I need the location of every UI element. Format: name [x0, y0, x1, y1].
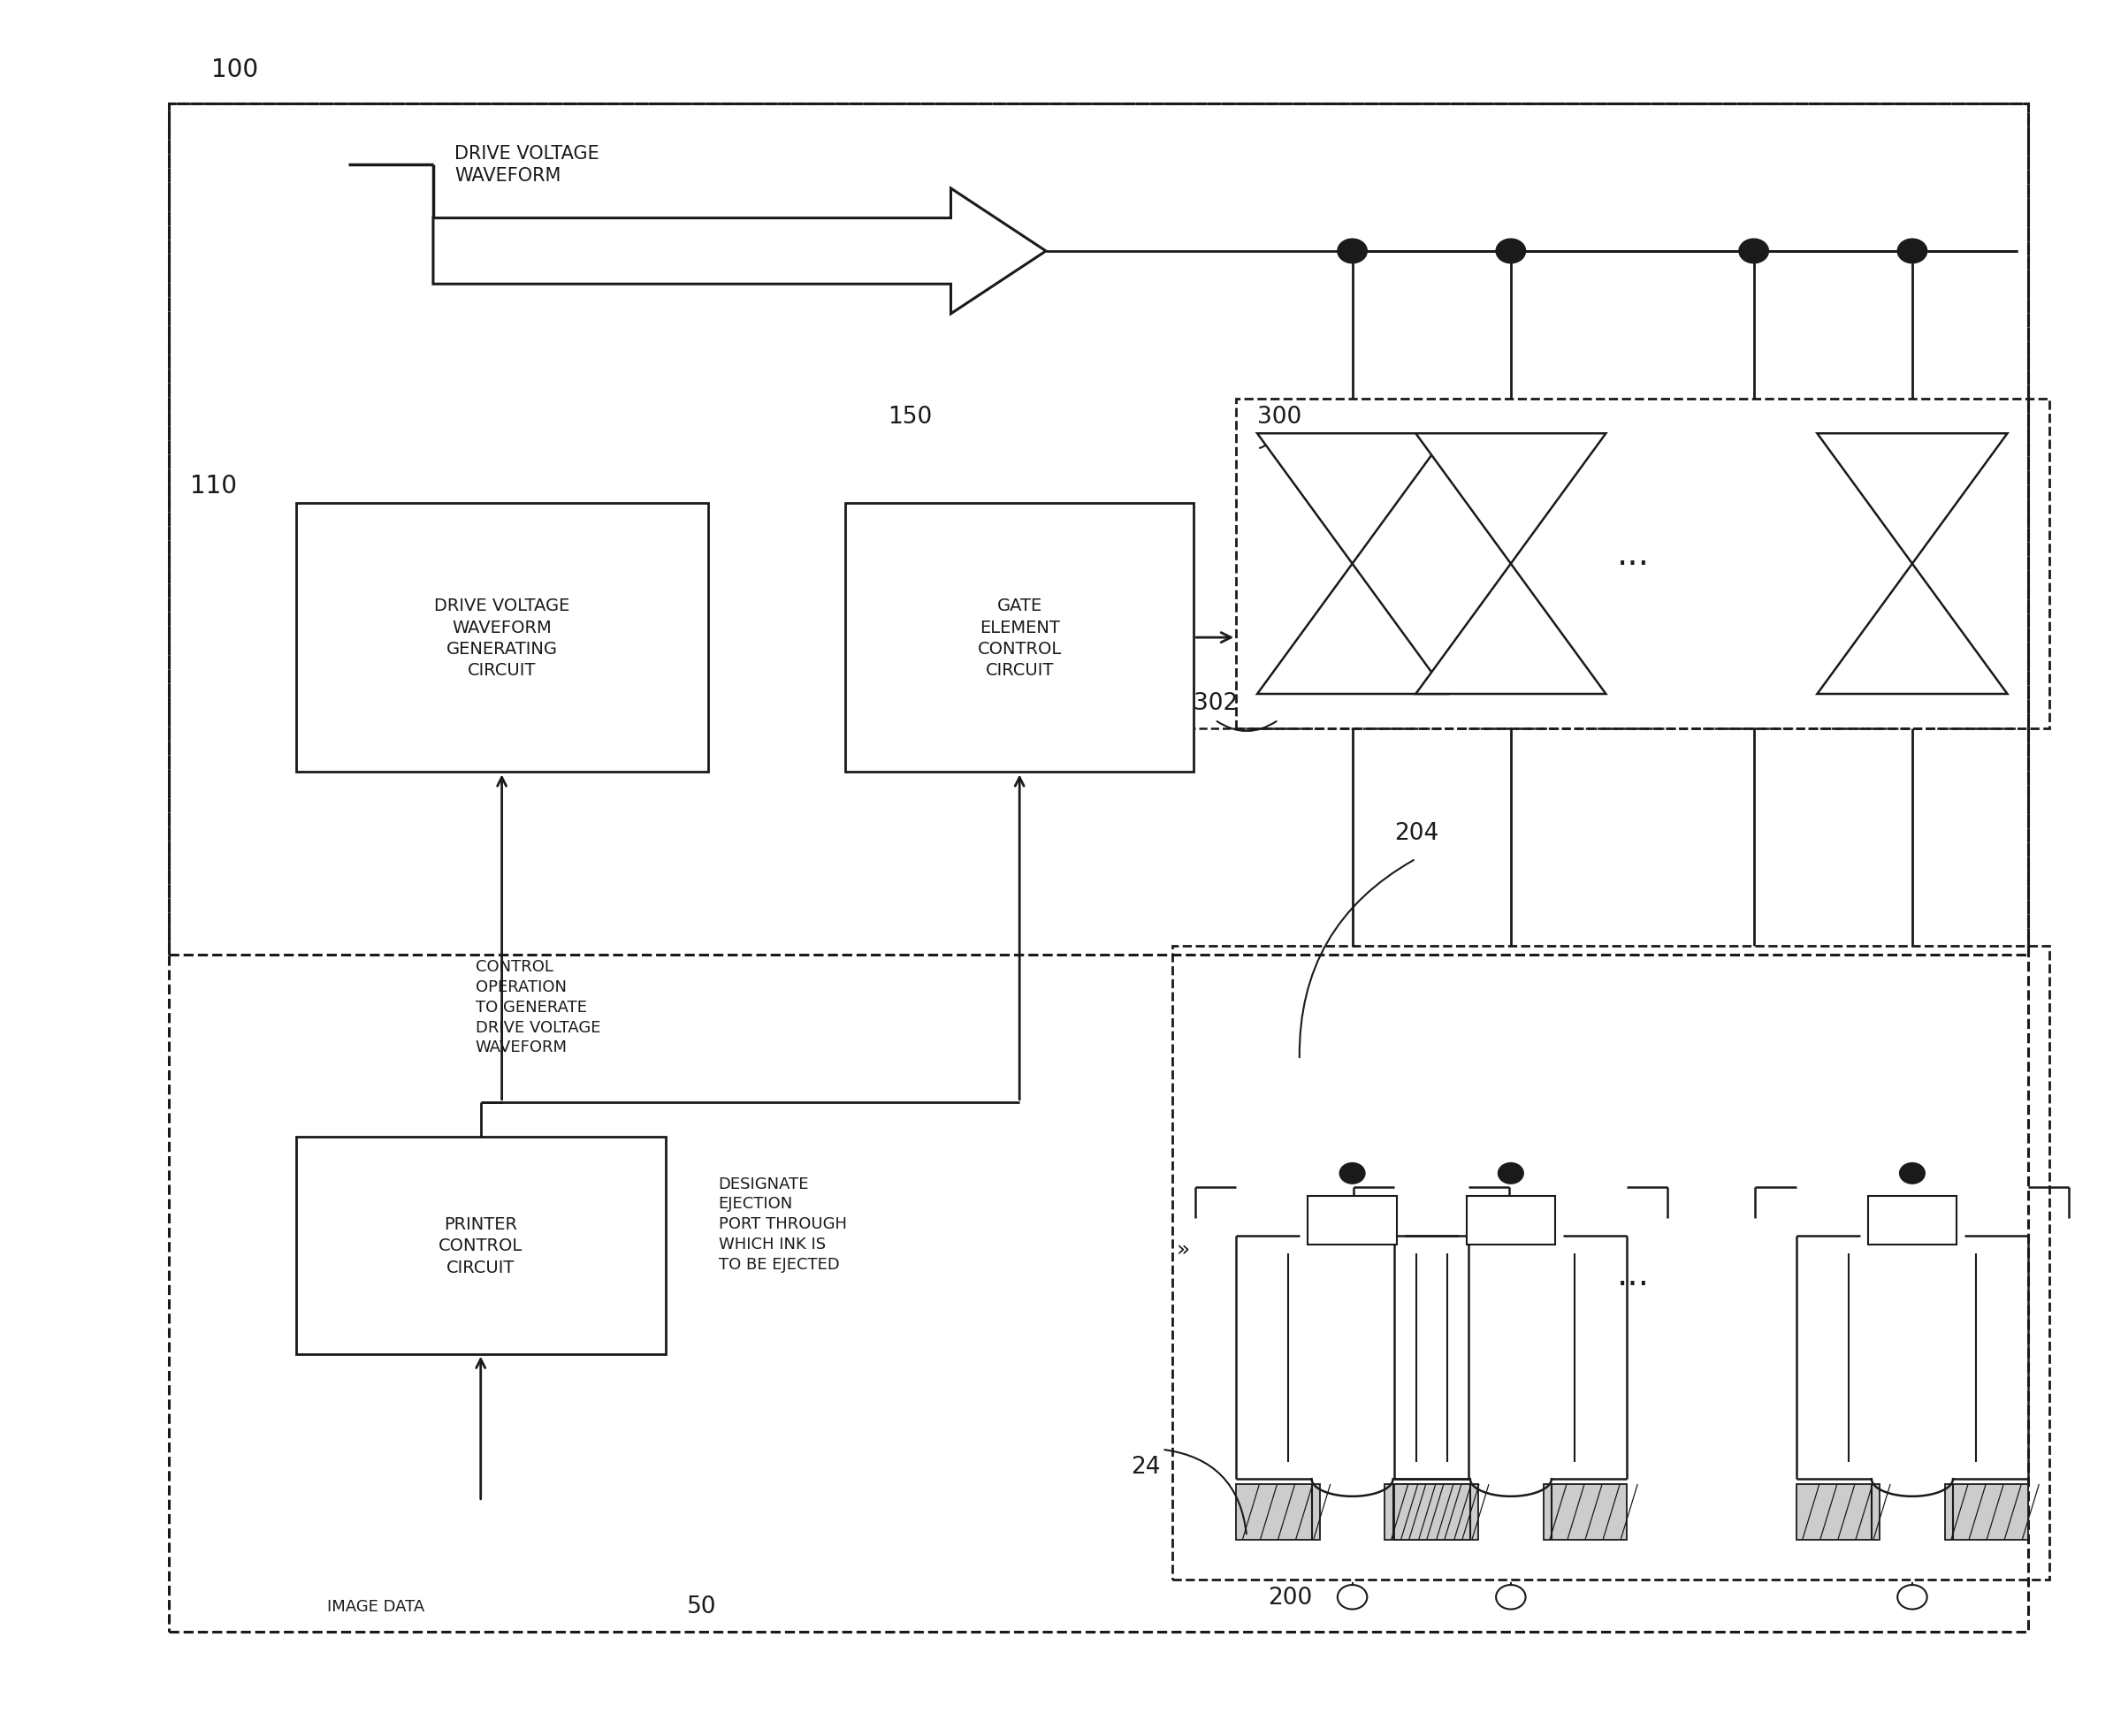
Bar: [169, 104, 2028, 955]
Bar: [1796, 1484, 1881, 1540]
Text: GATE
ELEMENT
CONTROL
CIRCUIT: GATE ELEMENT CONTROL CIRCUIT: [978, 597, 1061, 679]
Bar: [845, 503, 1194, 773]
Polygon shape: [1416, 564, 1606, 694]
Text: CONTROL
OPERATION
TO GENERATE
DRIVE VOLTAGE
WAVEFORM: CONTROL OPERATION TO GENERATE DRIVE VOLT…: [475, 958, 600, 1055]
Circle shape: [1900, 1163, 1925, 1184]
Text: IMAGE DATA: IMAGE DATA: [328, 1597, 425, 1614]
Bar: [1236, 399, 2050, 729]
Text: DESIGNATE
EJECTION
PORT THROUGH
WHICH INK IS
TO BE EJECTED: DESIGNATE EJECTION PORT THROUGH WHICH IN…: [718, 1175, 847, 1272]
Circle shape: [1338, 240, 1367, 264]
Text: »: »: [1177, 1240, 1190, 1260]
Polygon shape: [1817, 564, 2007, 694]
Bar: [1868, 1196, 1957, 1245]
Text: 300: 300: [1257, 404, 1302, 429]
Circle shape: [1739, 240, 1769, 264]
Bar: [1542, 1484, 1627, 1540]
Bar: [1384, 1484, 1469, 1540]
Polygon shape: [1257, 434, 1447, 564]
Bar: [1308, 1196, 1397, 1245]
Circle shape: [1897, 240, 1927, 264]
Bar: [296, 503, 708, 773]
Polygon shape: [1257, 564, 1447, 694]
Bar: [1236, 1484, 1321, 1540]
Text: DRIVE VOLTAGE
WAVEFORM
GENERATING
CIRCUIT: DRIVE VOLTAGE WAVEFORM GENERATING CIRCUI…: [433, 597, 571, 679]
Bar: [1466, 1196, 1555, 1245]
Bar: [1944, 1484, 2028, 1540]
Polygon shape: [1416, 434, 1606, 564]
Text: 150: 150: [887, 404, 932, 429]
Text: ···: ···: [1616, 547, 1650, 582]
Bar: [1395, 1484, 1479, 1540]
Text: ···: ···: [1616, 1267, 1650, 1302]
Text: 110: 110: [190, 474, 237, 498]
Bar: [296, 1137, 666, 1354]
Text: 24: 24: [1130, 1455, 1160, 1479]
Text: 100: 100: [211, 57, 258, 82]
Bar: [169, 104, 2028, 1632]
Circle shape: [1498, 1163, 1523, 1184]
Text: 302: 302: [1194, 691, 1238, 715]
Polygon shape: [1817, 434, 2007, 564]
Text: PRINTER
CONTROL
CIRCUIT: PRINTER CONTROL CIRCUIT: [440, 1215, 522, 1276]
Circle shape: [1496, 240, 1526, 264]
Circle shape: [1340, 1163, 1365, 1184]
Text: 50: 50: [687, 1594, 716, 1618]
Text: DRIVE VOLTAGE
WAVEFORM: DRIVE VOLTAGE WAVEFORM: [454, 144, 600, 186]
Text: 204: 204: [1395, 821, 1439, 845]
Bar: [1173, 946, 2050, 1580]
Text: 200: 200: [1268, 1585, 1312, 1609]
